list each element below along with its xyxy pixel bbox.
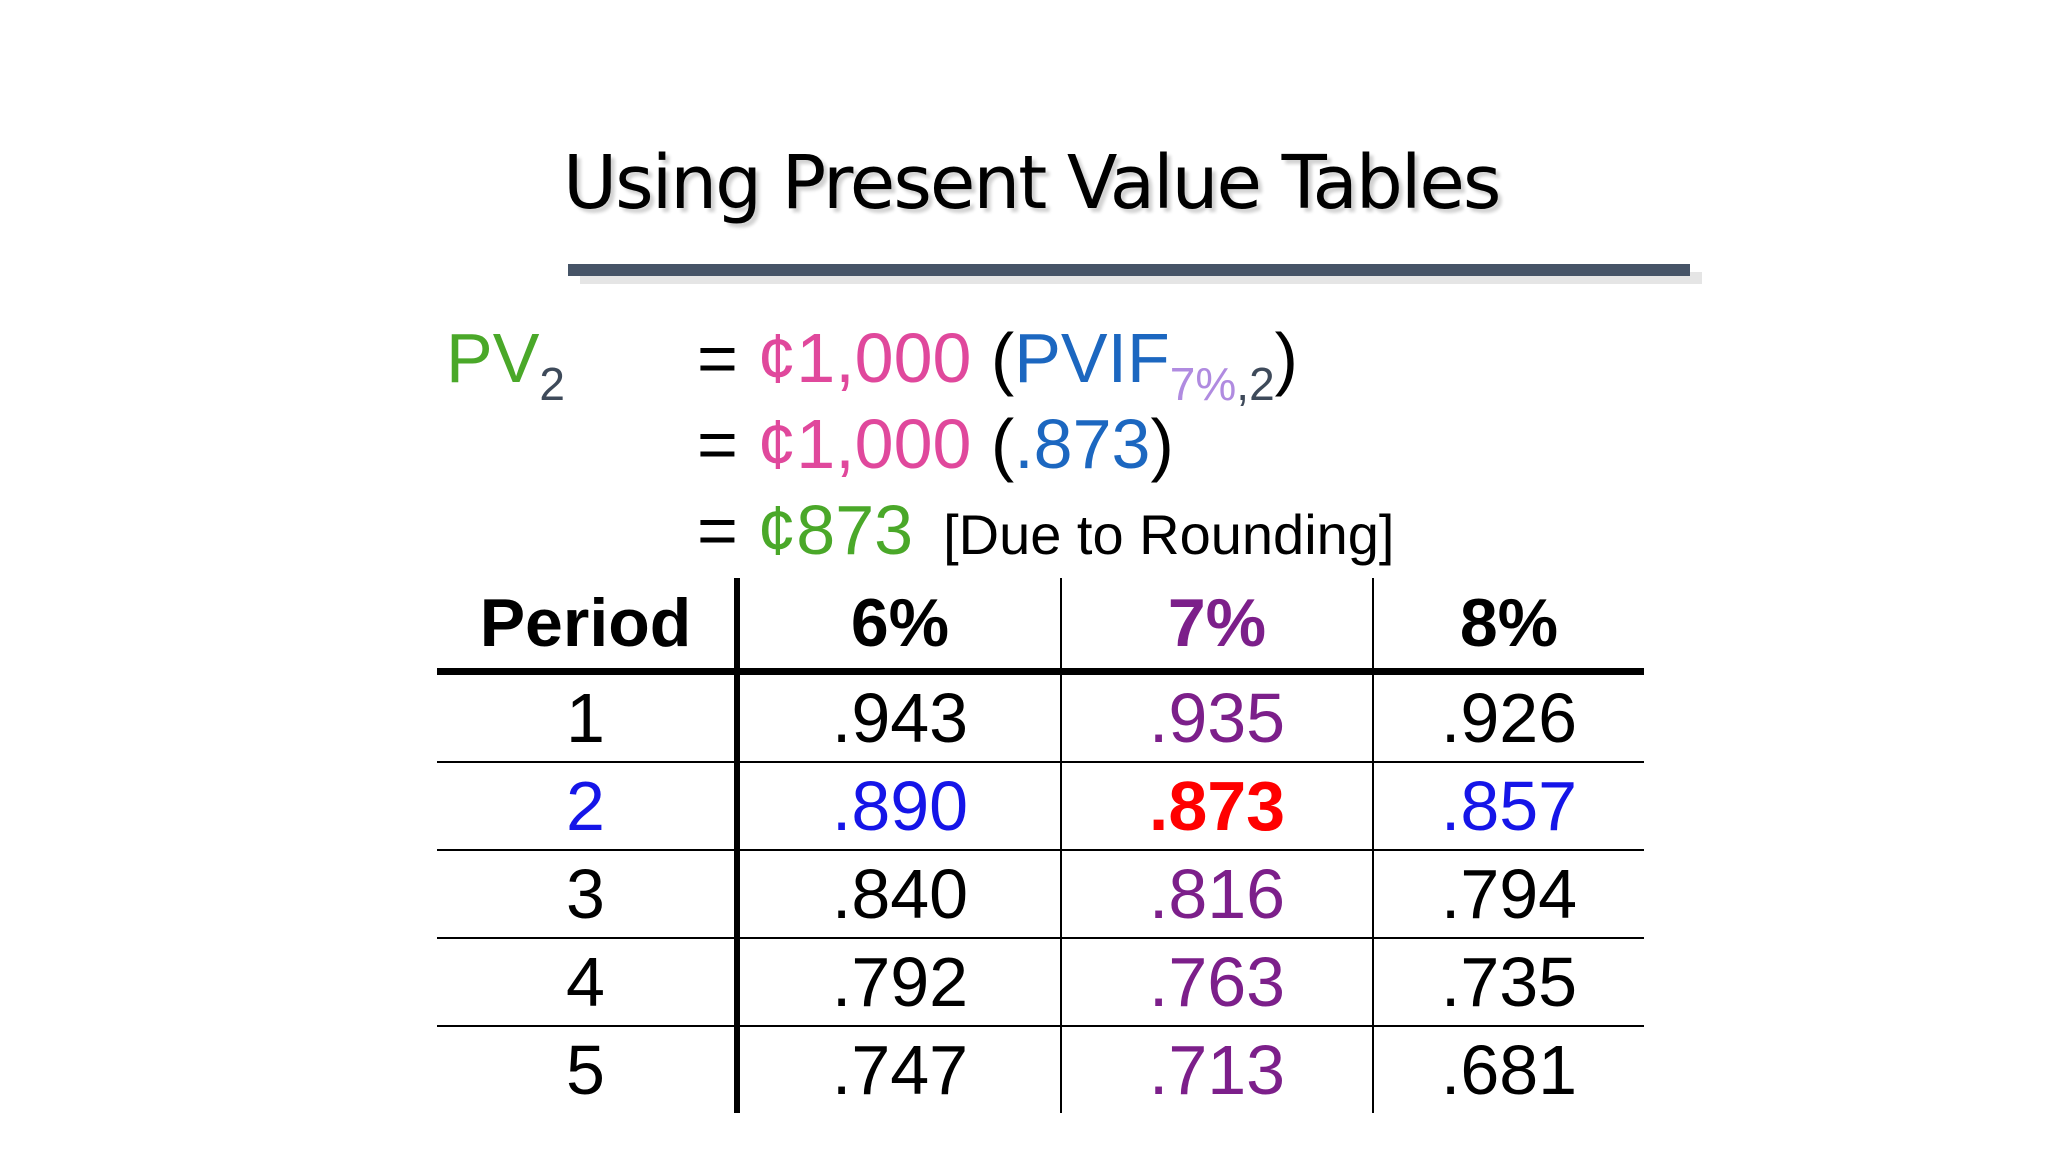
cell-6-percent: .840 xyxy=(737,850,1062,939)
cell-6-percent: .943 xyxy=(737,671,1062,763)
pvif-table: Period 6% 7% 8% 1 .943 .935 .926 2 .890 … xyxy=(437,578,1644,1113)
pvif-value: .873 xyxy=(1014,405,1151,483)
cell-8-percent: .681 xyxy=(1440,1031,1578,1109)
pvif-function: PVIF xyxy=(1014,319,1170,397)
cell-8-percent: .794 xyxy=(1373,850,1644,939)
cell-6-percent: .747 xyxy=(737,1026,1062,1113)
amount: ¢1,000 xyxy=(757,319,972,397)
slide-title: Using Present Value Tables xyxy=(563,140,1501,226)
header-period: Period xyxy=(437,578,740,675)
close-paren: ) xyxy=(1150,405,1174,483)
pvif-comma-subscript: , xyxy=(1236,358,1250,410)
pv-text: PV xyxy=(446,319,540,397)
cell-period: 3 xyxy=(437,850,740,939)
cell-period: 1 xyxy=(437,671,740,763)
cell-period: 4 xyxy=(437,938,740,1027)
equals-sign: = xyxy=(697,319,758,397)
cell-7-percent: .816 xyxy=(1061,850,1374,939)
equals-sign: = xyxy=(697,491,758,569)
table-row: 1 .943 .935 .926 xyxy=(437,671,1644,763)
cell-7-percent: .935 xyxy=(1061,671,1374,763)
pv-subscript: 2 xyxy=(539,358,565,410)
close-paren: ) xyxy=(1274,319,1298,397)
equation-line-2: = ¢1,000 (.873) xyxy=(697,404,1174,484)
cell-8-percent: .857 xyxy=(1373,762,1644,851)
equation-line-3: = ¢873 [Due to Rounding] xyxy=(697,490,1394,575)
pvif-period-subscript: 2 xyxy=(1249,358,1275,410)
header-6-percent: 6% xyxy=(737,578,1062,675)
equation-line-1: = ¢1,000 (PVIF7%,2) xyxy=(697,318,1298,424)
pv-label: PV2 xyxy=(446,318,565,424)
pvif-rate-subscript: 7% xyxy=(1169,358,1237,410)
result-amount: ¢873 xyxy=(757,491,914,569)
cell-7-percent-highlight: .873 xyxy=(1061,762,1374,851)
cell-7-percent: .763 xyxy=(1061,938,1374,1027)
cell-8-percent: .926 xyxy=(1373,671,1644,763)
title-underline xyxy=(568,264,1690,276)
cell-6-percent: .890 xyxy=(737,762,1062,851)
amount: ¢1,000 xyxy=(757,405,972,483)
equals-sign: = xyxy=(697,405,758,483)
table-row: 4 .792 .763 .735 xyxy=(437,938,1644,1027)
table-row: 5 .747 .713 .681 xyxy=(437,1026,1644,1113)
cell-7-percent: .713 xyxy=(1061,1026,1374,1113)
cell-period: 5 xyxy=(437,1026,740,1113)
table-row: 3 .840 .816 .794 xyxy=(437,850,1644,939)
cell-6-percent: .792 xyxy=(737,938,1062,1027)
open-paren: ( xyxy=(971,319,1015,397)
table-header-row: Period 6% 7% 8% xyxy=(437,578,1644,675)
cell-8-percent: .735 xyxy=(1373,938,1644,1027)
header-8-percent: 8% xyxy=(1373,578,1644,675)
open-paren: ( xyxy=(971,405,1015,483)
header-7-percent: 7% xyxy=(1061,578,1374,675)
cell-period: 2 xyxy=(437,762,740,851)
rounding-note: [Due to Rounding] xyxy=(943,503,1395,566)
table-row-highlighted: 2 .890 .873 .857 xyxy=(437,762,1644,851)
